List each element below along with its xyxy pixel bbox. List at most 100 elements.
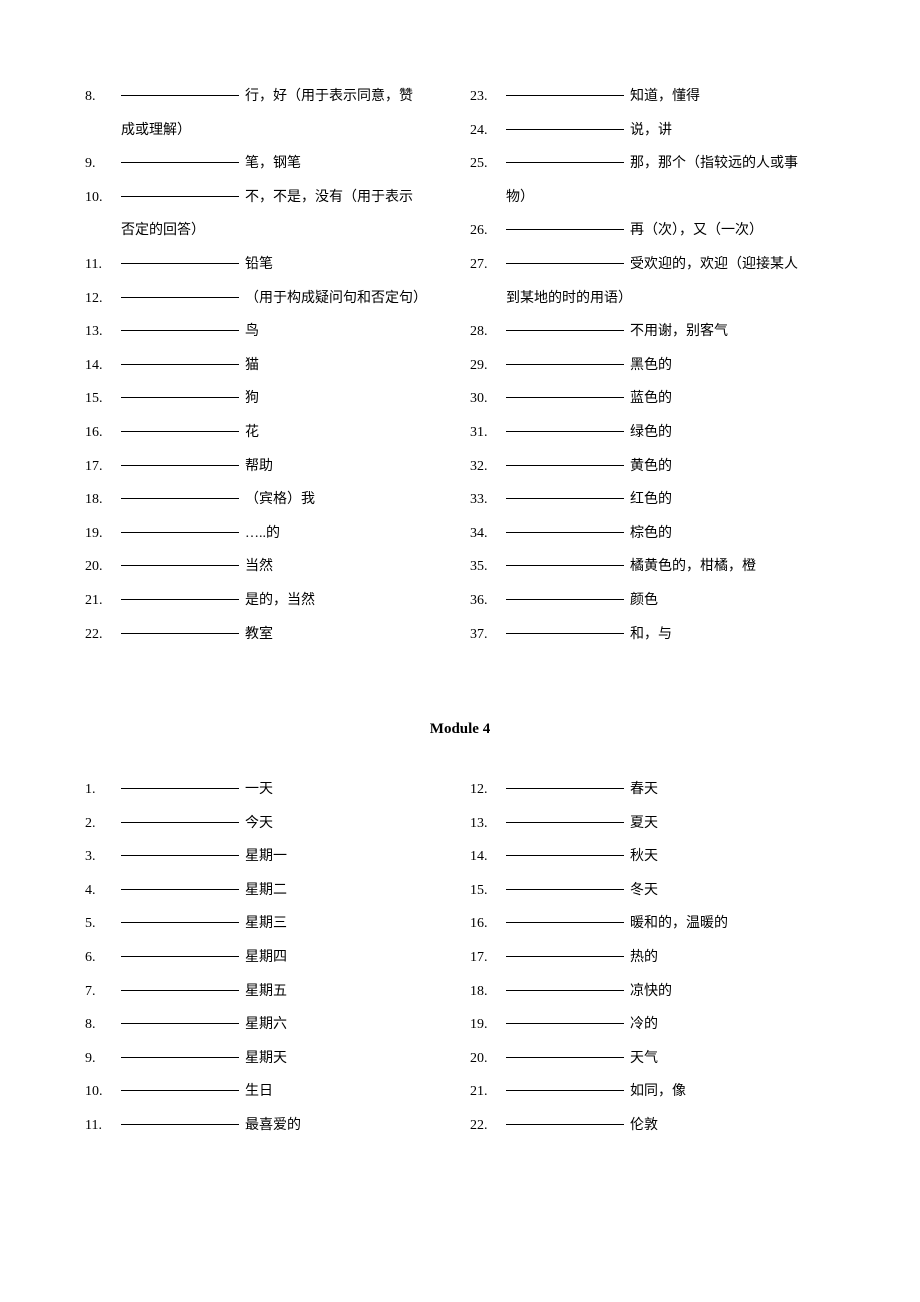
- blank-line: [121, 1042, 239, 1058]
- list-item: 18.（宾格）我: [85, 483, 450, 517]
- section-1: 8.行，好（用于表示同意，赞成或理解）9.笔，钢笔10.不，不是，没有（用于表示…: [85, 80, 835, 651]
- item-number: 9.: [85, 1042, 117, 1076]
- section-2-right-col: 12.春天13.夏天14.秋天15.冬天16.暖和的，温暖的17.热的18.凉快…: [470, 773, 835, 1143]
- list-item: 9. 星期天: [85, 1042, 450, 1076]
- item-text: 最喜爱的: [245, 1109, 450, 1143]
- item-number: 8.: [85, 80, 117, 114]
- item-number: 24.: [470, 114, 502, 148]
- item-text: 说，讲: [630, 114, 835, 148]
- item-number: 33.: [470, 483, 502, 517]
- list-item: 31.绿色的: [470, 416, 835, 450]
- item-text: 猫: [245, 349, 450, 383]
- item-number: 28.: [470, 315, 502, 349]
- item-text: 行，好（用于表示同意，赞: [245, 80, 450, 114]
- blank-line: [506, 483, 624, 499]
- item-text-continuation: 物）: [470, 181, 835, 215]
- blank-line: [121, 147, 239, 163]
- blank-line: [121, 840, 239, 856]
- item-number: 11.: [85, 1109, 117, 1143]
- blank-line: [506, 807, 624, 823]
- blank-line: [506, 1008, 624, 1024]
- blank-line: [121, 450, 239, 466]
- item-text: 那，那个（指较远的人或事: [630, 147, 835, 181]
- item-text: 花: [245, 416, 450, 450]
- item-text: 教室: [245, 618, 450, 652]
- item-text: 再（次），又（一次）: [630, 214, 835, 248]
- item-text: 凉快的: [630, 975, 835, 1009]
- item-text: （宾格）我: [245, 483, 450, 517]
- item-text: 星期一: [245, 840, 450, 874]
- blank-line: [506, 1042, 624, 1058]
- item-number: 34.: [470, 517, 502, 551]
- blank-line: [121, 181, 239, 197]
- item-number: 10.: [85, 1075, 117, 1109]
- blank-line: [506, 975, 624, 991]
- item-text: 星期天: [245, 1042, 450, 1076]
- blank-line: [121, 1008, 239, 1024]
- item-number: 22.: [470, 1109, 502, 1143]
- item-number: 31.: [470, 416, 502, 450]
- item-text: 铅笔: [245, 248, 450, 282]
- item-number: 13.: [85, 315, 117, 349]
- blank-line: [121, 282, 239, 298]
- blank-line: [121, 941, 239, 957]
- list-item: 23.知道，懂得: [470, 80, 835, 114]
- blank-line: [121, 349, 239, 365]
- item-number: 1.: [85, 773, 117, 807]
- item-text-continuation: 成或理解）: [85, 114, 450, 148]
- list-item: 19.冷的: [470, 1008, 835, 1042]
- item-text: （用于构成疑问句和否定句）: [245, 282, 450, 316]
- section-2: 1.一天2.今天3.星期一4.星期二5.星期三6.星期四7.星期五8.星期六9.…: [85, 773, 835, 1143]
- list-item: 19.…..的: [85, 517, 450, 551]
- item-number: 11.: [85, 248, 117, 282]
- blank-line: [506, 450, 624, 466]
- item-text: 不用谢，别客气: [630, 315, 835, 349]
- item-number: 12.: [470, 773, 502, 807]
- blank-line: [121, 382, 239, 398]
- item-text: 鸟: [245, 315, 450, 349]
- list-item: 13. 夏天: [470, 807, 835, 841]
- item-number: 37.: [470, 618, 502, 652]
- item-text: 棕色的: [630, 517, 835, 551]
- item-text: 红色的: [630, 483, 835, 517]
- list-item: 16.花: [85, 416, 450, 450]
- item-text: 星期六: [245, 1008, 450, 1042]
- blank-line: [506, 874, 624, 890]
- list-item: 28. 不用谢，别客气: [470, 315, 835, 349]
- list-item: 16.暖和的，温暖的: [470, 907, 835, 941]
- blank-line: [506, 114, 624, 130]
- blank-line: [506, 382, 624, 398]
- blank-line: [121, 416, 239, 432]
- item-text: 颜色: [630, 584, 835, 618]
- blank-line: [121, 874, 239, 890]
- section-2-left-col: 1.一天2.今天3.星期一4.星期二5.星期三6.星期四7.星期五8.星期六9.…: [85, 773, 450, 1143]
- blank-line: [506, 147, 624, 163]
- blank-line: [506, 907, 624, 923]
- list-item: 20.天气: [470, 1042, 835, 1076]
- item-text: 冷的: [630, 1008, 835, 1042]
- blank-line: [121, 975, 239, 991]
- item-text: 夏天: [630, 807, 835, 841]
- columns-section-2: 1.一天2.今天3.星期一4.星期二5.星期三6.星期四7.星期五8.星期六9.…: [85, 773, 835, 1143]
- list-item: 13. 鸟: [85, 315, 450, 349]
- item-text: 狗: [245, 382, 450, 416]
- list-item: 14.秋天: [470, 840, 835, 874]
- item-number: 13.: [470, 807, 502, 841]
- item-number: 6.: [85, 941, 117, 975]
- list-item: 21.如同，像: [470, 1075, 835, 1109]
- columns-section-1: 8.行，好（用于表示同意，赞成或理解）9.笔，钢笔10.不，不是，没有（用于表示…: [85, 80, 835, 651]
- list-item: 18.凉快的: [470, 975, 835, 1009]
- list-item: 29.黑色的: [470, 349, 835, 383]
- item-text: 如同，像: [630, 1075, 835, 1109]
- item-number: 17.: [470, 941, 502, 975]
- item-number: 25.: [470, 147, 502, 181]
- item-text: 黄色的: [630, 450, 835, 484]
- blank-line: [121, 483, 239, 499]
- item-text: 是的，当然: [245, 584, 450, 618]
- list-item: 26.再（次），又（一次）: [470, 214, 835, 248]
- list-item: 9.笔，钢笔: [85, 147, 450, 181]
- item-text: 星期四: [245, 941, 450, 975]
- blank-line: [121, 1075, 239, 1091]
- item-text-continuation: 到某地的时的用语）: [470, 282, 835, 316]
- item-text: 春天: [630, 773, 835, 807]
